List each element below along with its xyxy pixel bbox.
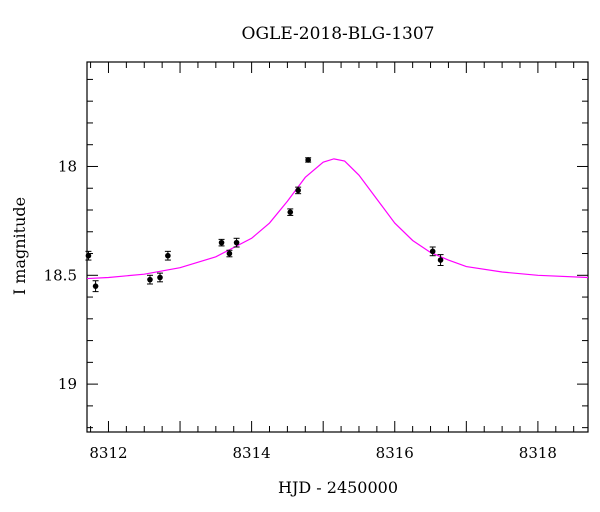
y-tick-label: 18 bbox=[58, 157, 77, 175]
data-point bbox=[295, 187, 301, 194]
model-curve bbox=[86, 158, 589, 280]
plot-area: 8312 8314 8316 8318 18 18.5 19 bbox=[44, 61, 589, 462]
x-tick-label: 8312 bbox=[89, 444, 127, 462]
y-axis-label: I magnitude bbox=[10, 197, 29, 295]
plot-frame bbox=[86, 61, 589, 433]
data-point bbox=[437, 257, 444, 263]
data-point bbox=[305, 157, 311, 163]
data-point bbox=[147, 276, 153, 283]
data-point bbox=[85, 252, 92, 259]
x-axis-label: HJD - 2450000 bbox=[278, 478, 398, 497]
chart-title: OGLE-2018-BLG-1307 bbox=[242, 24, 435, 44]
x-tick-label: 8314 bbox=[233, 444, 271, 462]
data-point bbox=[92, 283, 99, 289]
x-tick-label: 8318 bbox=[519, 444, 557, 462]
data-point bbox=[287, 209, 294, 215]
data-point bbox=[233, 239, 240, 246]
data-point bbox=[218, 239, 225, 246]
data-point bbox=[157, 274, 163, 281]
data-point bbox=[429, 248, 436, 255]
x-tick-label: 8316 bbox=[376, 444, 414, 462]
y-tick-label: 18.5 bbox=[44, 266, 77, 284]
y-tick-label: 19 bbox=[58, 375, 77, 393]
data-point bbox=[165, 252, 171, 259]
data-point bbox=[226, 250, 233, 257]
